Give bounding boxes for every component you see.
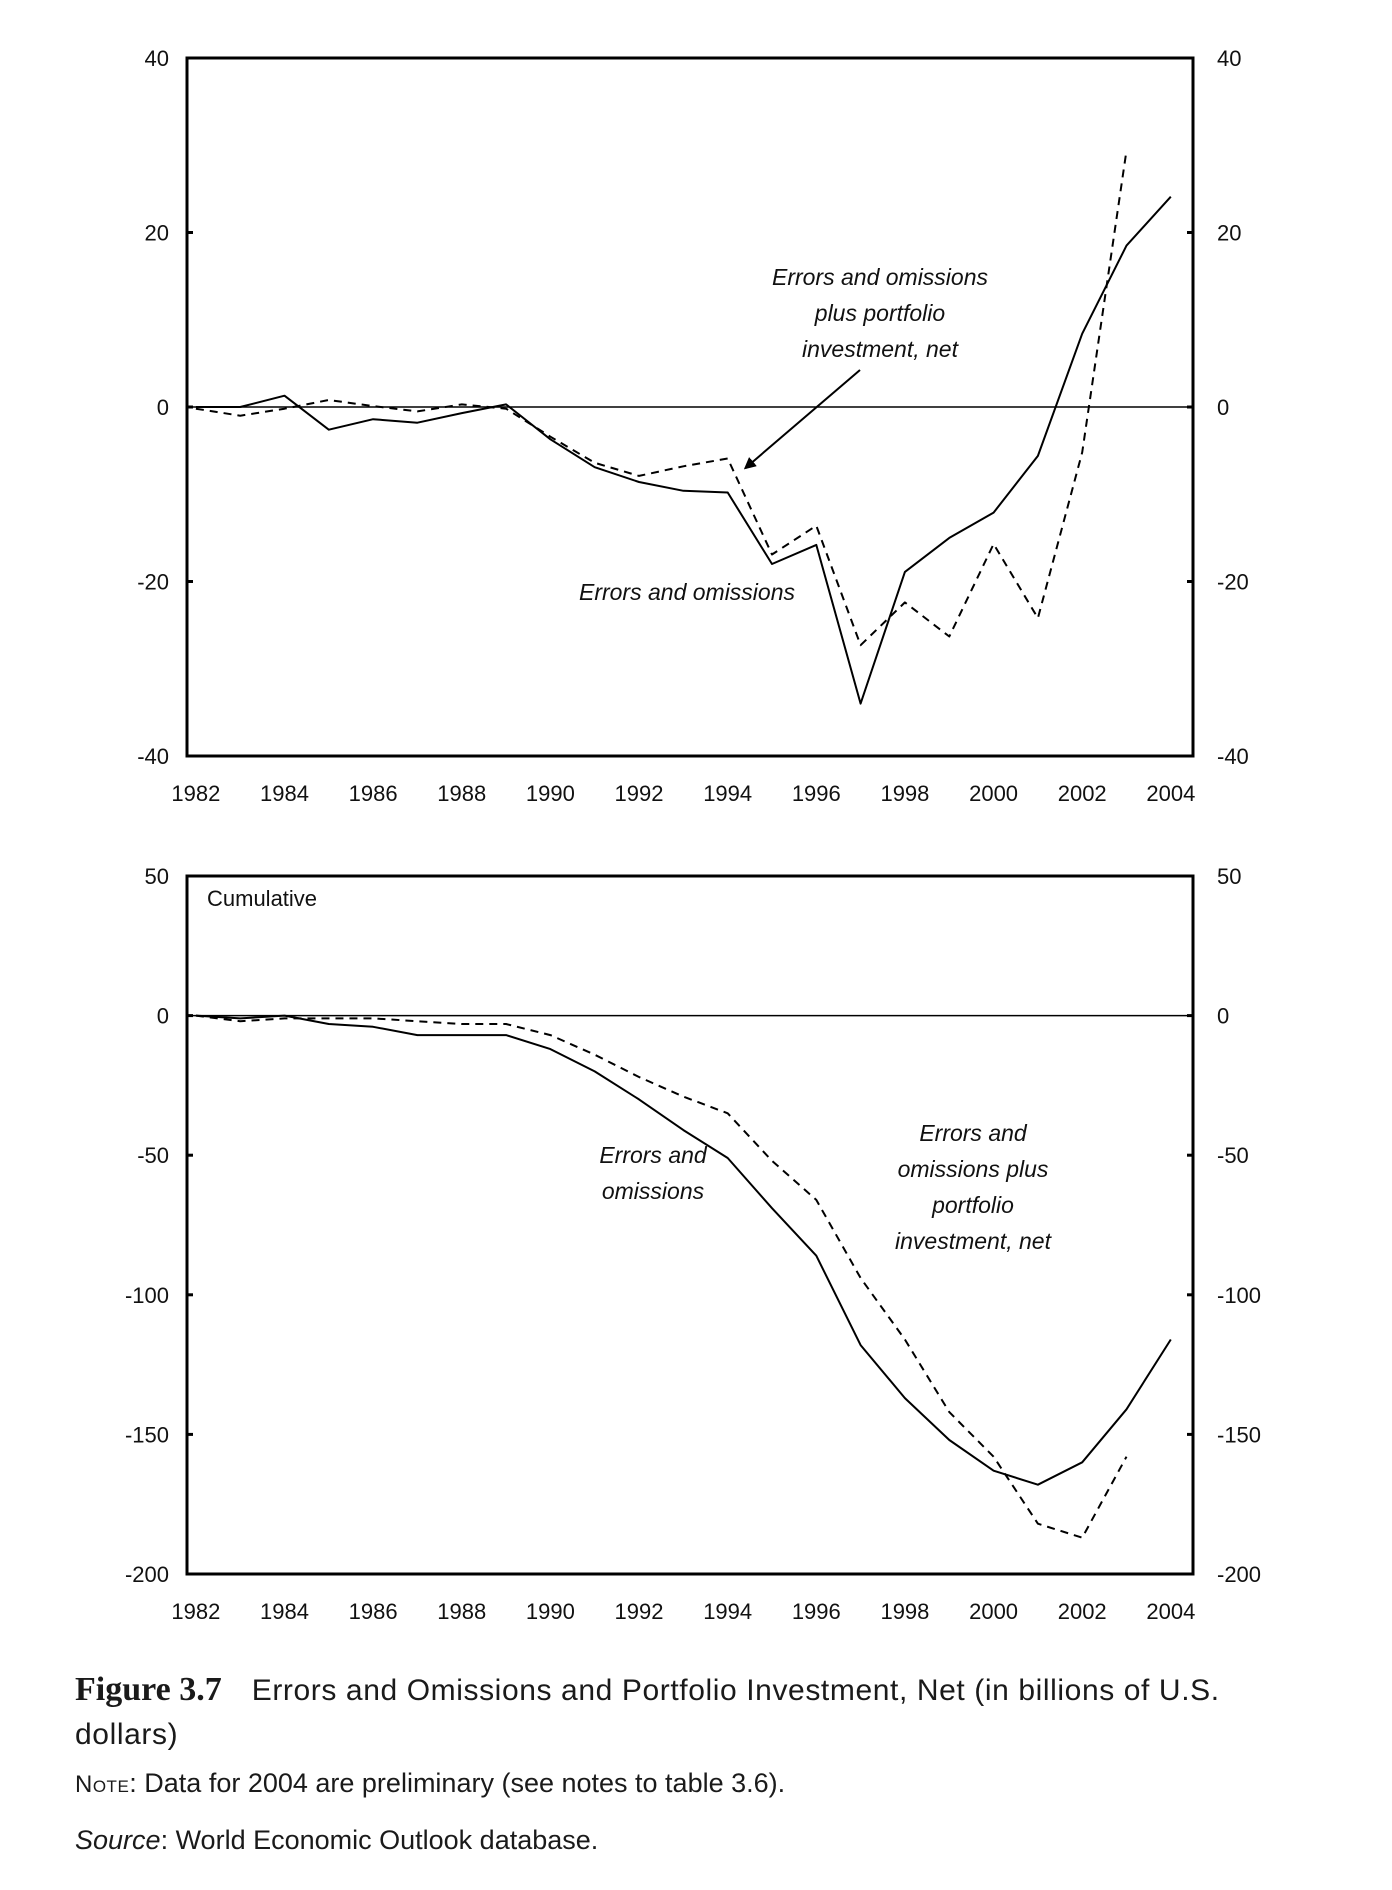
y-tick-label-right: 50 <box>1217 864 1241 889</box>
x-tick-label: 1996 <box>792 1599 841 1624</box>
y-tick-label-left: 40 <box>145 46 169 71</box>
y-tick-label-left: -20 <box>137 570 169 595</box>
y-tick-label-right: -150 <box>1217 1422 1261 1447</box>
annotation-line: omissions <box>602 1178 705 1204</box>
series-line-e-and-o-plus-portfolio <box>195 150 1128 647</box>
y-tick-label-left: -50 <box>137 1143 169 1168</box>
annotation-line: Errors and <box>599 1142 708 1168</box>
x-tick-label: 2004 <box>1146 1599 1195 1624</box>
figure-label: Figure 3.7 <box>75 1671 222 1708</box>
series-annotation: Errors and omissions plus portfolio investm… <box>895 1120 1053 1254</box>
x-tick-label: 1992 <box>615 781 664 806</box>
annotation-line: plus portfolio <box>814 300 946 326</box>
y-tick-label-left: -100 <box>125 1283 169 1308</box>
x-tick-label: 1988 <box>437 1599 486 1624</box>
source-label: Source <box>75 1825 161 1855</box>
annotation-line: Errors and <box>919 1120 1028 1146</box>
y-tick-label-right: -40 <box>1217 744 1249 769</box>
panel-label: Cumulative <box>207 886 317 911</box>
x-tick-label: 1998 <box>880 781 929 806</box>
annotation-line: Errors and omissions <box>772 264 989 290</box>
x-tick-label: 1990 <box>526 781 575 806</box>
x-tick-label: 1986 <box>349 1599 398 1624</box>
x-tick-label: 1998 <box>880 1599 929 1624</box>
x-tick-label: 1984 <box>260 1599 309 1624</box>
y-tick-label-left: -40 <box>137 744 169 769</box>
x-tick-label: 1982 <box>171 781 220 806</box>
y-tick-label-left: 0 <box>157 1004 169 1029</box>
figure-note: Note: Data for 2004 are preliminary (see… <box>75 1768 1325 1799</box>
y-tick-label-right: -50 <box>1217 1143 1249 1168</box>
y-tick-label-right: 20 <box>1217 221 1241 246</box>
y-tick-label-left: 20 <box>145 221 169 246</box>
annotation-line: investment, net <box>895 1228 1053 1254</box>
note-label: Note <box>75 1771 130 1798</box>
y-tick-label-right: -20 <box>1217 570 1249 595</box>
x-tick-label: 1996 <box>792 781 841 806</box>
source-text: : World Economic Outlook database. <box>160 1825 599 1855</box>
x-tick-label: 1994 <box>703 781 752 806</box>
series-annotation: Errors and omissions <box>599 1142 708 1204</box>
y-tick-label-right: -100 <box>1217 1283 1261 1308</box>
annotation-line: portfolio <box>931 1192 1014 1218</box>
x-tick-label: 1984 <box>260 781 309 806</box>
x-tick-label: 2002 <box>1058 781 1107 806</box>
x-tick-label: 1982 <box>171 1599 220 1624</box>
chart-panel-annual: -40 -40 -20 -20 0 0 20 20 40 40 1982 1984 1986 1988 19… <box>137 46 1249 806</box>
y-tick-label-left: 50 <box>145 864 169 889</box>
note-text: : Data for 2004 are preliminary (see not… <box>129 1768 786 1798</box>
y-tick-label-left: 0 <box>157 395 169 420</box>
x-tick-label: 2000 <box>969 1599 1018 1624</box>
x-tick-label: 2002 <box>1058 1599 1107 1624</box>
annotation-line: investment, net <box>802 336 960 362</box>
plot-frame <box>185 874 1195 1576</box>
y-tick-label-right: 0 <box>1217 395 1229 420</box>
series-line-e-and-o-plus-portfolio <box>195 1014 1128 1539</box>
y-tick-label-left: -150 <box>125 1422 169 1447</box>
x-tick-label: 1990 <box>526 1599 575 1624</box>
figure-caption: Figure 3.7 Errors and Omissions and Portf… <box>75 1668 1325 1757</box>
series-line-errors-and-omissions <box>195 1014 1172 1486</box>
series-annotation: Errors and omissions plus portfolio invest… <box>772 264 989 362</box>
annotation-arrow <box>743 369 861 470</box>
x-tick-label: 2000 <box>969 781 1018 806</box>
y-tick-label-right: 0 <box>1217 1004 1229 1029</box>
figure-title: Errors and Omissions and Portfolio Inves… <box>75 1674 1220 1751</box>
series-line-errors-and-omissions <box>195 196 1172 705</box>
figure-source: Source: World Economic Outlook database. <box>75 1825 1325 1856</box>
x-tick-label: 1986 <box>349 781 398 806</box>
chart-panel-cumulative: -200 -200 -150 -150 -100 -100 -50 -50 0 0 50 50 1982… <box>125 864 1261 1624</box>
x-tick-label: 1994 <box>703 1599 752 1624</box>
series-annotation: Errors and omissions <box>579 579 796 605</box>
x-tick-label: 1988 <box>437 781 486 806</box>
annotation-line: omissions plus <box>898 1156 1049 1182</box>
x-tick-label: 2004 <box>1146 781 1195 806</box>
y-tick-label-right: -200 <box>1217 1562 1261 1587</box>
annotation-line: Errors and omissions <box>579 579 796 605</box>
x-tick-label: 1992 <box>615 1599 664 1624</box>
y-tick-label-left: -200 <box>125 1562 169 1587</box>
y-tick-label-right: 40 <box>1217 46 1241 71</box>
